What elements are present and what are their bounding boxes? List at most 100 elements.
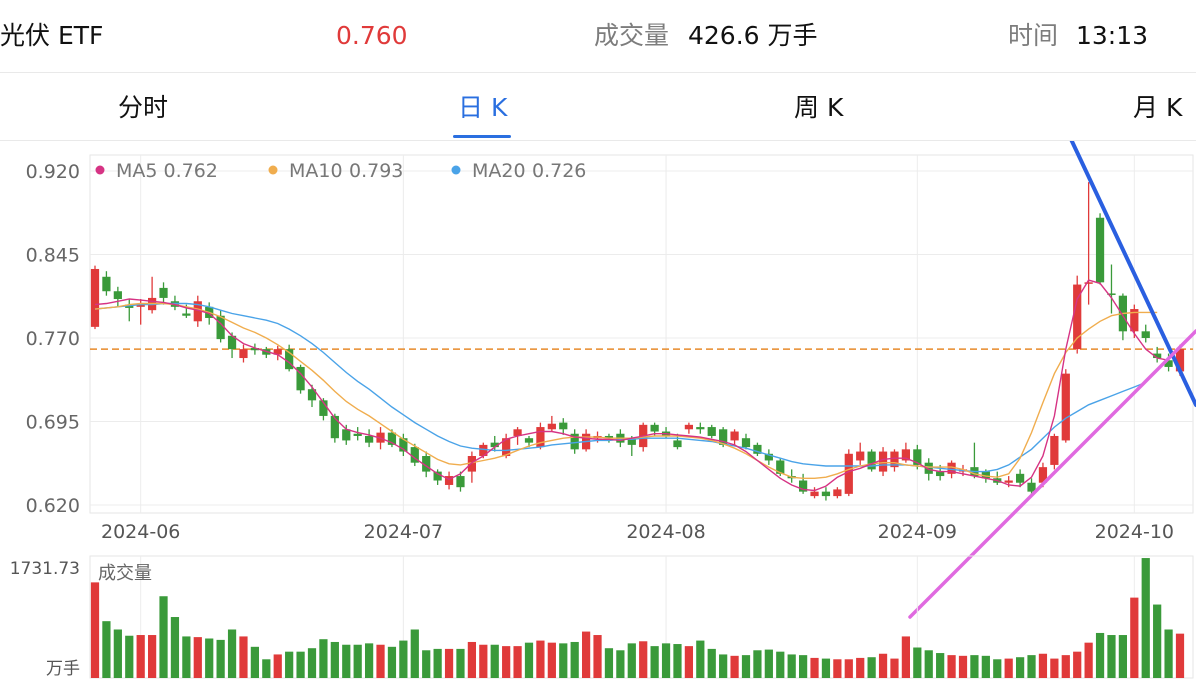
legend-item-ma5: MA5 0.762: [95, 160, 218, 182]
active-tab-indicator: [453, 135, 511, 138]
volume-bar: [570, 641, 579, 678]
candle: [147, 276, 157, 314]
volume-bar: [102, 621, 111, 678]
candle-body: [707, 427, 716, 436]
y-tick-label: 0.770: [26, 328, 80, 350]
volume-bar: [490, 644, 499, 678]
y-tick-label: 0.620: [26, 495, 80, 517]
candle-body: [399, 438, 408, 452]
candle: [753, 442, 762, 457]
tab-intraday[interactable]: 分时: [118, 93, 169, 122]
candlesticks: [90, 182, 1185, 501]
volume-bar: [1130, 597, 1139, 678]
volume-bar: [798, 655, 808, 678]
legend-dot: [95, 165, 105, 175]
candle: [821, 487, 831, 501]
candle-body: [182, 313, 191, 316]
volume-bar: [330, 641, 339, 678]
candle-body: [422, 456, 431, 472]
x-axis: 2024-06 2024-07 2024-08 2024-09 2024-10: [101, 521, 1174, 543]
volume-bar: [307, 648, 317, 678]
volume-bar: [1164, 629, 1173, 678]
candle: [1015, 469, 1025, 488]
candle: [1095, 213, 1105, 285]
volume-bar: [456, 648, 465, 678]
candle-body: [307, 389, 317, 401]
candle-body: [1175, 349, 1185, 372]
x-tick-label: 2024-09: [878, 521, 957, 543]
candle: [456, 471, 465, 492]
candle: [536, 422, 545, 450]
candle-body: [285, 349, 294, 370]
tab-weekly-k[interactable]: 周 K: [794, 93, 844, 122]
volume-bar: [387, 646, 397, 678]
volume-bar: [947, 655, 956, 678]
candle: [422, 451, 431, 478]
candle: [1153, 346, 1162, 363]
volume-bar: [981, 655, 990, 678]
candle: [856, 442, 865, 465]
candle-body: [981, 471, 990, 479]
volume-bar: [639, 641, 648, 678]
candle-body: [330, 415, 339, 439]
candle-body: [1038, 467, 1048, 483]
kline-chart[interactable]: 0.920 0.845 0.770 0.695 0.620 2024-06 2024-07…: [0, 141, 1196, 688]
candle: [102, 271, 111, 296]
volume-bar: [867, 657, 876, 678]
candle: [1061, 369, 1070, 443]
x-tick-label: 2024-06: [101, 521, 180, 543]
candle-body: [547, 423, 556, 430]
candle-body: [1084, 282, 1093, 284]
legend-name: MA5: [116, 160, 157, 182]
volume-bar: [227, 629, 237, 678]
tab-monthly-k[interactable]: 月 K: [1133, 93, 1183, 122]
y-tick-label: 0.920: [26, 161, 80, 183]
legend-item-ma20: MA20 0.726: [451, 160, 586, 182]
candle-body: [250, 348, 260, 351]
price-plot-frame: [89, 154, 1194, 514]
volume-bar: [924, 650, 933, 678]
candle-body: [136, 304, 145, 307]
candle-body: [924, 462, 933, 474]
volume-bar: [547, 642, 556, 678]
volume-value: 426.6 万手: [688, 21, 818, 50]
candle-body: [650, 424, 659, 432]
chart-grid: [89, 154, 1194, 514]
candle: [913, 444, 922, 470]
candle: [90, 265, 100, 330]
volume-bar: [1118, 635, 1128, 678]
candle-body: [1061, 373, 1070, 441]
volume-bar: [684, 646, 694, 678]
candle-body: [1004, 480, 1013, 483]
candle-body: [296, 366, 305, 391]
volume-bar: [650, 646, 659, 678]
candle-body: [627, 438, 636, 445]
candle: [547, 415, 556, 432]
volume-bar: [1038, 653, 1048, 678]
candle-body: [1050, 435, 1059, 465]
candle-body: [764, 453, 773, 461]
volume-unit-label: 万手: [46, 659, 80, 679]
volume-bar: [1073, 651, 1082, 678]
candle: [296, 364, 305, 394]
candle-body: [1141, 331, 1150, 338]
candle-body: [741, 438, 751, 448]
volume-bar: [239, 636, 248, 678]
volume-bar: [205, 638, 214, 678]
candle-body: [479, 444, 488, 457]
volume-bar: [502, 646, 511, 678]
candle-body: [1095, 217, 1105, 283]
candle-body: [536, 427, 545, 448]
candle: [444, 471, 454, 490]
candle-body: [467, 456, 477, 472]
volume-bar: [1095, 632, 1105, 678]
volume-bar: [364, 643, 374, 678]
tab-daily-k[interactable]: 日 K: [458, 93, 508, 122]
volume-bar: [250, 646, 260, 678]
uptrend-line: [908, 329, 1196, 619]
legend-value: 0.762: [164, 160, 218, 182]
volume-bar: [319, 639, 328, 678]
candle-body: [936, 471, 945, 477]
candle: [193, 295, 202, 327]
candle-body: [342, 429, 351, 441]
